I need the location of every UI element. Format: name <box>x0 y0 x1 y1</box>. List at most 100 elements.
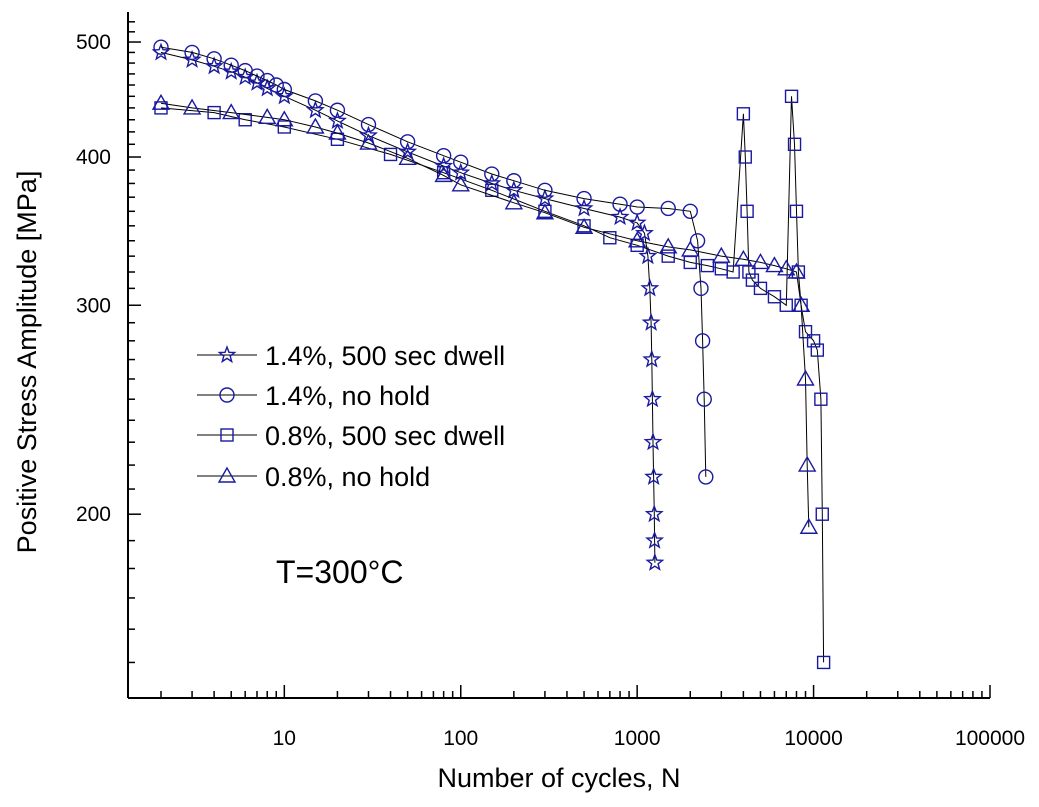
data-point-triangle <box>451 175 470 192</box>
data-point-square <box>815 507 829 521</box>
y-axis-title: Positive Stress Amplitude [MPa] <box>12 171 42 554</box>
axes-layer: 10 100 1000 10000 100000 200 300 400 500 <box>76 12 1025 750</box>
data-point-circle <box>249 68 265 84</box>
data-point-triangle <box>712 246 731 263</box>
y-tick-label: 500 <box>76 31 111 54</box>
series-line <box>160 46 707 477</box>
data-point-circle <box>399 134 416 150</box>
data-point-star <box>358 125 378 144</box>
data-point-triangle <box>359 133 378 150</box>
data-point-square <box>738 150 752 164</box>
data-point-star <box>535 188 555 207</box>
data-point-circle <box>693 280 709 297</box>
y-tick-label: 400 <box>76 146 111 169</box>
data-point-square <box>630 238 644 253</box>
data-point-triangle <box>504 193 524 210</box>
x-tick-label: 10000 <box>784 727 842 750</box>
data-point-star <box>398 141 418 160</box>
data-point-square <box>740 204 754 219</box>
data-point-square <box>277 120 292 134</box>
data-point-star <box>305 100 325 119</box>
legend-triangle-icon <box>217 466 237 483</box>
data-point-star <box>274 86 294 105</box>
data-point-square <box>816 655 831 670</box>
data-point-circle <box>184 44 200 61</box>
data-point-square <box>814 392 828 406</box>
data-point-star <box>434 156 454 175</box>
x-axis-title: Number of cycles, N <box>437 763 680 793</box>
x-tick-label: 100 <box>443 727 478 750</box>
data-point-triangle <box>398 148 417 166</box>
data-point-star <box>640 278 660 297</box>
legend-label: 1.4%, no hold <box>265 381 430 411</box>
data-point-star <box>641 312 661 331</box>
data-point-triangle <box>799 517 819 534</box>
data-point-square <box>736 107 751 121</box>
data-point-circle <box>435 148 452 164</box>
data-point-star <box>643 432 663 451</box>
data-point-square <box>742 265 756 279</box>
data-point-star <box>644 504 664 523</box>
data-point-triangle <box>574 217 594 234</box>
data-point-square <box>700 258 715 273</box>
data-point-star <box>634 223 654 242</box>
data-point-triangle <box>787 262 806 279</box>
data-point-circle <box>682 203 698 220</box>
data-point-square <box>806 334 821 348</box>
data-point-square <box>745 273 760 287</box>
data-point-circle <box>206 51 222 67</box>
data-point-square <box>238 113 252 127</box>
data-point-square <box>485 183 499 197</box>
data-point-circle <box>259 72 275 89</box>
legend-label: 0.8%, no hold <box>265 462 430 492</box>
data-point-circle <box>612 196 628 212</box>
data-point-circle <box>360 116 377 133</box>
data-point-square <box>753 281 768 296</box>
data-point-star <box>610 207 630 226</box>
data-point-triangle <box>535 203 555 220</box>
data-point-square <box>154 101 168 115</box>
x-tick-label: 1000 <box>614 727 661 750</box>
legend-label: 1.4%, 500 sec dwell <box>265 341 505 371</box>
y-tick-label: 300 <box>76 294 111 317</box>
legend-star-icon <box>217 344 237 364</box>
series-layer <box>151 39 831 670</box>
data-point-circle <box>307 93 324 109</box>
data-point-triangle <box>627 231 647 248</box>
series-circle <box>153 39 714 485</box>
data-point-triangle <box>306 117 325 134</box>
data-point-circle <box>660 200 676 217</box>
data-point-circle <box>698 469 714 485</box>
data-point-star <box>642 389 662 408</box>
data-point-star <box>642 349 662 368</box>
data-point-star <box>638 246 658 265</box>
legend-item: 1.4%, 500 sec dwell <box>197 341 505 371</box>
data-point-triangle <box>777 259 796 276</box>
data-point-circle <box>696 391 712 407</box>
data-point-triangle <box>659 237 678 254</box>
data-point-star <box>482 173 502 192</box>
data-point-circle <box>276 81 293 98</box>
series-triangle <box>151 93 819 534</box>
data-point-circle <box>576 190 592 207</box>
data-point-triangle <box>796 369 815 386</box>
data-point-circle <box>153 39 169 55</box>
data-point-square <box>661 249 675 263</box>
data-point-circle <box>537 182 553 198</box>
data-point-square <box>726 265 740 279</box>
data-point-triangle <box>182 98 202 115</box>
data-point-circle <box>329 102 346 118</box>
data-point-triangle <box>434 165 453 183</box>
data-point-star <box>257 78 277 97</box>
data-point-circle <box>223 57 239 73</box>
series-line <box>160 102 810 528</box>
data-point-circle <box>506 173 522 189</box>
data-point-triangle <box>765 256 784 273</box>
legend-item: 0.8%, 500 sec dwell <box>197 421 505 451</box>
data-point-triangle <box>791 295 811 312</box>
legend-square-icon <box>220 428 234 442</box>
data-point-square <box>779 298 793 312</box>
data-point-triangle <box>328 123 347 140</box>
legend-item: 1.4%, no hold <box>197 381 430 411</box>
legend-circle-icon <box>219 387 235 403</box>
